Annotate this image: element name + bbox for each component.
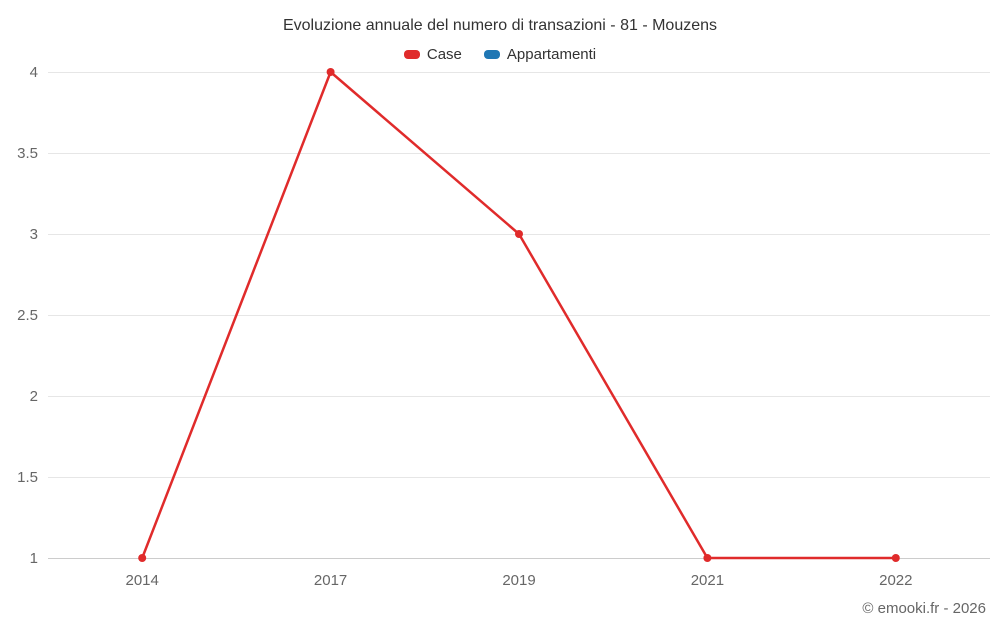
svg-text:1: 1 [30, 550, 38, 567]
chart-title: Evoluzione annuale del numero di transaz… [282, 17, 718, 34]
svg-text:2019: 2019 [502, 572, 535, 589]
svg-text:2021: 2021 [691, 572, 724, 589]
svg-text:4: 4 [30, 64, 38, 81]
legend-item-appartamenti[interactable]: Appartamenti [483, 46, 597, 63]
svg-text:2: 2 [30, 388, 38, 405]
svg-text:2.5: 2.5 [17, 307, 38, 324]
legend-label-appartamenti: Appartamenti [506, 46, 597, 63]
legend-item-case[interactable]: Case [403, 46, 462, 63]
legend-label-case: Case [426, 46, 462, 63]
svg-text:2022: 2022 [879, 572, 912, 589]
chart-legend: Case Appartamenti [0, 46, 1000, 63]
svg-text:2017: 2017 [314, 572, 347, 589]
legend-swatch-case-icon [403, 50, 420, 59]
svg-text:3: 3 [30, 226, 38, 243]
svg-text:1.5: 1.5 [17, 469, 38, 486]
chart-footer: © emooki.fr - 2026 [862, 600, 986, 617]
svg-text:2014: 2014 [126, 572, 159, 589]
svg-text:3.5: 3.5 [17, 145, 38, 162]
legend-swatch-appartamenti-icon [483, 50, 500, 59]
